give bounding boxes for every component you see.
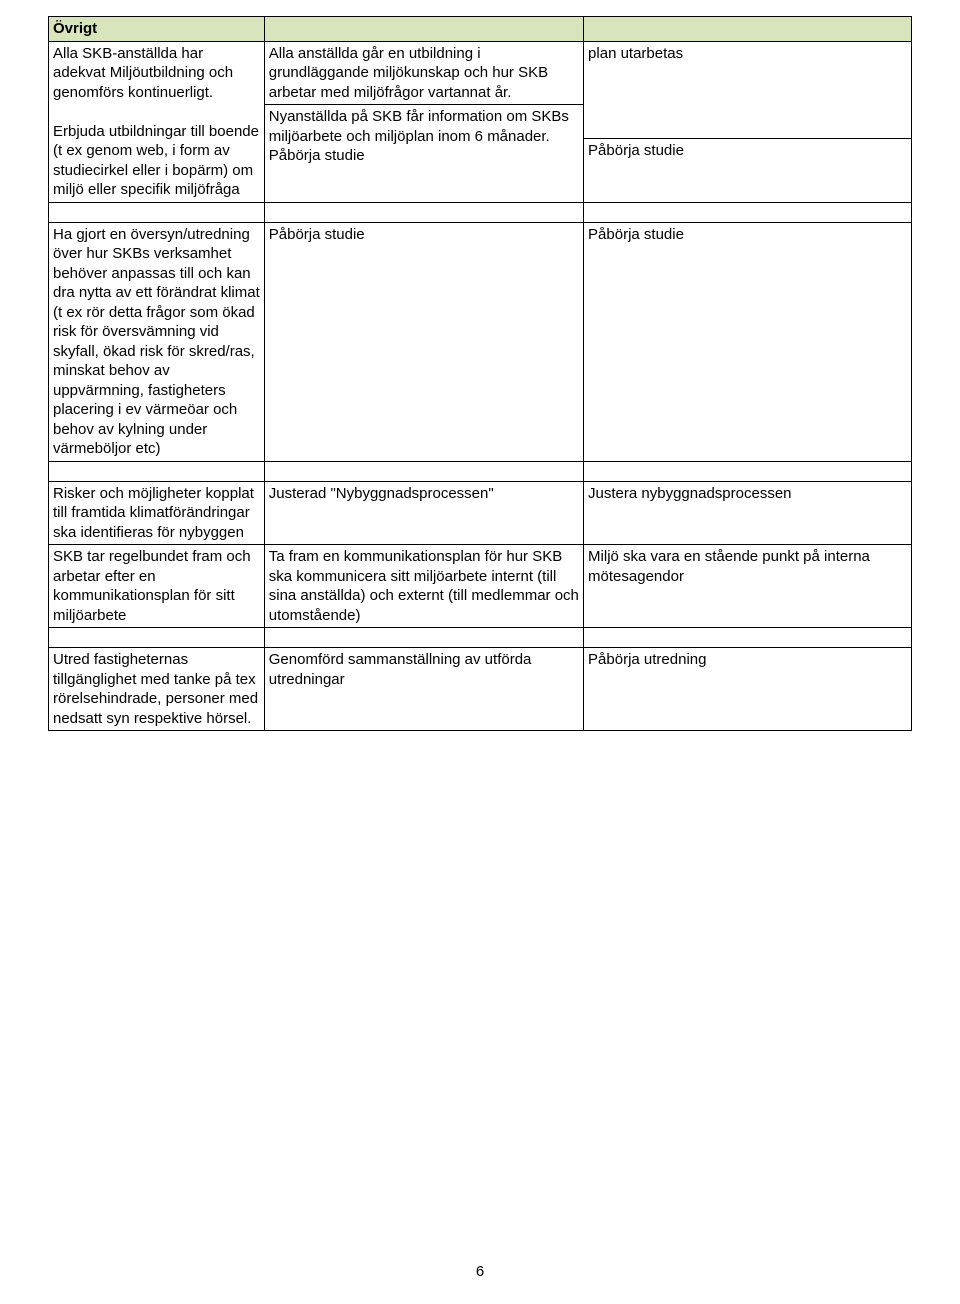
cell-status: Påbörja studie [584,139,912,203]
table-section-header-row: Övrigt [49,17,912,42]
cell-text: Alla SKB-anställda har adekvat Miljöutbi… [53,45,233,101]
cell-action: Nyanställda på SKB får information om SK… [264,105,583,203]
cell-status: Justera nybyggnadsprocessen [584,481,912,545]
section-header-empty [264,17,583,42]
table-row: Utred fastigheternas tillgänglighet med … [49,648,912,731]
section-header-empty [584,17,912,42]
cell-action: Ta fram en kommunikationsplan för hur SK… [264,545,583,628]
cell-action: Justerad "Nybyggnadsprocessen" [264,481,583,545]
cell-text: Påbörja studie [269,147,365,164]
empty-cell [584,202,912,222]
table-row: Ha gjort en översyn/utredning över hur S… [49,222,912,461]
cell-goal: Utred fastigheternas tillgänglighet med … [49,648,265,731]
cell-text: Erbjuda utbildningar till boende (t ex g… [53,123,259,199]
empty-cell [584,628,912,648]
cell-goal: Risker och möjligheter kopplat till fram… [49,481,265,545]
section-header-cell: Övrigt [49,17,265,42]
cell-action: Påbörja studie [264,222,583,461]
table-spacer-row [49,202,912,222]
page-number: 6 [0,1263,960,1280]
empty-cell [264,461,583,481]
empty-cell [49,461,265,481]
cell-goal: Ha gjort en översyn/utredning över hur S… [49,222,265,461]
document-page: Övrigt Alla SKB-anställda har adekvat Mi… [0,0,960,1304]
table-row: Alla SKB-anställda har adekvat Miljöutbi… [49,41,912,105]
cell-goal: SKB tar regelbundet fram och arbetar eft… [49,545,265,628]
cell-action: Alla anställda går en utbildning i grund… [264,41,583,105]
table-row: SKB tar regelbundet fram och arbetar eft… [49,545,912,628]
data-table: Övrigt Alla SKB-anställda har adekvat Mi… [48,16,912,731]
table-spacer-row [49,628,912,648]
cell-status: Miljö ska vara en stående punkt på inter… [584,545,912,628]
cell-text: Nyanställda på SKB får information om SK… [269,108,569,145]
empty-cell [49,628,265,648]
cell-action: Genomförd sammanställning av utförda utr… [264,648,583,731]
cell-status: Påbörja utredning [584,648,912,731]
empty-cell [49,202,265,222]
table-spacer-row [49,461,912,481]
empty-cell [584,461,912,481]
cell-goal: Alla SKB-anställda har adekvat Miljöutbi… [49,41,265,202]
table-row: Risker och möjligheter kopplat till fram… [49,481,912,545]
empty-cell [264,202,583,222]
cell-status: plan utarbetas [584,41,912,139]
empty-cell [264,628,583,648]
cell-status: Påbörja studie [584,222,912,461]
